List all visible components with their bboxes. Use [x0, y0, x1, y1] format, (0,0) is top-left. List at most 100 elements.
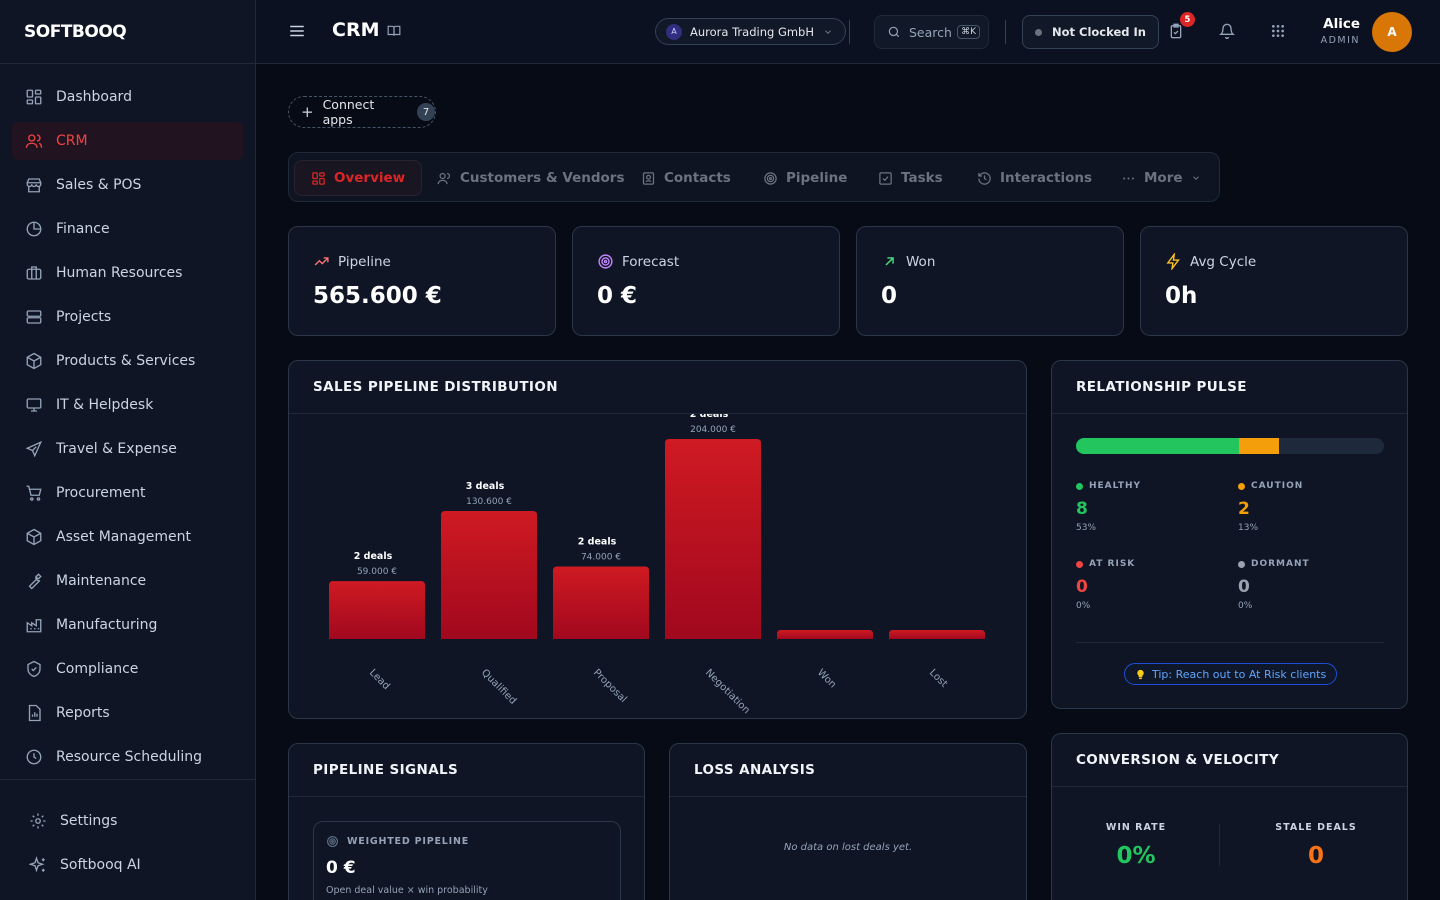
- pulse-stat-dormant: DORMANT 0 0%: [1238, 559, 1368, 611]
- stale-deals-stat: STALE DEALS 0: [1232, 822, 1400, 869]
- clock-status-label: Not Clocked In: [1052, 25, 1146, 39]
- apps-grid-icon[interactable]: [1270, 23, 1286, 39]
- kpi-label: Forecast: [597, 253, 679, 270]
- tab-tasks[interactable]: Tasks: [878, 160, 943, 196]
- sidebar-item-label: CRM: [56, 133, 88, 149]
- clock-status-button[interactable]: Not Clocked In: [1022, 15, 1159, 49]
- crm-tabs: Overview Customers & Vendors Contacts Pi…: [288, 152, 1220, 202]
- bolt-icon: [1165, 253, 1182, 270]
- tab-more[interactable]: More: [1121, 160, 1201, 196]
- target-icon: [597, 253, 614, 270]
- card-title: PIPELINE SIGNALS: [289, 744, 644, 797]
- sidebar-item-finance[interactable]: Finance: [12, 210, 243, 248]
- kpi-label: Avg Cycle: [1165, 253, 1256, 270]
- tab-interactions[interactable]: Interactions: [977, 160, 1092, 196]
- bar-proposal[interactable]: [553, 566, 649, 639]
- x-axis-tick-label: Negotiation: [703, 667, 752, 716]
- sidebar-item-label: Resource Scheduling: [56, 749, 203, 765]
- search-icon: [887, 25, 901, 39]
- sidebar-item-label: Compliance: [56, 661, 139, 677]
- box-icon: [24, 527, 44, 547]
- sidebar-item-compliance[interactable]: Compliance: [12, 650, 243, 688]
- sidebar-item-reports[interactable]: Reports: [12, 694, 243, 732]
- clipboard-check-icon[interactable]: [1168, 23, 1184, 39]
- bar-won[interactable]: [777, 630, 873, 639]
- wrench-icon: [24, 571, 44, 591]
- kpi-forecast: Forecast 0 €: [572, 226, 840, 336]
- bar-qualified[interactable]: [441, 510, 537, 639]
- card-title: RELATIONSHIP PULSE: [1052, 361, 1407, 414]
- connect-apps-button[interactable]: + Connect apps 7: [288, 96, 436, 128]
- bar-value-label: 74.000 €: [581, 552, 621, 562]
- report-icon: [24, 703, 44, 723]
- book-icon[interactable]: [387, 24, 401, 38]
- tasks-badge: 5: [1180, 12, 1195, 27]
- x-axis-tick-label: Won: [815, 667, 838, 690]
- sidebar-item-label: Softbooq AI: [60, 857, 141, 873]
- tab-pipeline[interactable]: Pipeline: [763, 160, 847, 196]
- sidebar-item-manufacturing[interactable]: Manufacturing: [12, 606, 243, 644]
- conversion-velocity-card: CONVERSION & VELOCITY WIN RATE 0% STALE …: [1051, 733, 1408, 900]
- logo-area: SOFTBOOQ: [0, 0, 255, 64]
- kpi-won: Won 0: [856, 226, 1124, 336]
- stat-label: CAUTION: [1251, 481, 1304, 491]
- tip-badge[interactable]: Tip: Reach out to At Risk clients: [1124, 663, 1338, 685]
- tab-contacts[interactable]: Contacts: [641, 160, 731, 196]
- menu-icon[interactable]: [288, 22, 306, 40]
- pulse-stat-at-risk: AT RISK 0 0%: [1076, 559, 1206, 611]
- sidebar-item-it-helpdesk[interactable]: IT & Helpdesk: [12, 386, 243, 424]
- gear-icon: [28, 811, 48, 831]
- avatar[interactable]: A: [1372, 12, 1412, 52]
- sidebar-item-maintenance[interactable]: Maintenance: [12, 562, 243, 600]
- sidebar-item-products-services[interactable]: Products & Services: [12, 342, 243, 380]
- sidebar-item-settings[interactable]: Settings: [12, 802, 243, 840]
- sidebar-item-sales-pos[interactable]: Sales & POS: [12, 166, 243, 204]
- empty-state: No data on lost deals yet.: [783, 842, 913, 853]
- sidebar-item-asset-management[interactable]: Asset Management: [12, 518, 243, 556]
- status-dot: [1238, 560, 1245, 568]
- sidebar-item-softbooq-ai[interactable]: Softbooq AI: [12, 846, 243, 884]
- sidebar-item-human-resources[interactable]: Human Resources: [12, 254, 243, 292]
- tile-value: 0 €: [326, 858, 356, 878]
- pipeline-signals-card: PIPELINE SIGNALS WEIGHTED PIPELINE 0 € O…: [288, 743, 645, 900]
- kpi-label: Pipeline: [313, 253, 391, 270]
- kpi-value: 565.600 €: [313, 283, 442, 309]
- stat-count: 0: [1238, 577, 1250, 597]
- stat-pct: 13%: [1238, 523, 1259, 533]
- sidebar-item-crm[interactable]: CRM: [12, 122, 243, 160]
- company-switcher[interactable]: A Aurora Trading GmbH: [655, 18, 847, 45]
- weighted-pipeline-tile: WEIGHTED PIPELINE 0 € Open deal value × …: [313, 821, 621, 900]
- server-icon: [24, 307, 44, 327]
- sidebar-item-projects[interactable]: Projects: [12, 298, 243, 336]
- sidebar-item-procurement[interactable]: Procurement: [12, 474, 243, 512]
- cart-icon: [24, 483, 44, 503]
- pulse-stat-caution: CAUTION 2 13%: [1238, 481, 1368, 533]
- tab-overview[interactable]: Overview: [294, 160, 423, 196]
- sidebar-item-label: IT & Helpdesk: [56, 397, 154, 413]
- x-axis-tick-label: Lead: [367, 667, 392, 692]
- pie-chart-icon: [24, 219, 44, 239]
- ellipsis-icon: [1121, 171, 1136, 186]
- chevron-down-icon: [823, 27, 833, 37]
- sidebar: SOFTBOOQ Dashboard CRM Sales & POS Finan…: [0, 0, 256, 900]
- tab-customers-vendors[interactable]: Customers & Vendors: [437, 160, 624, 196]
- kpi-label-text: Avg Cycle: [1190, 253, 1257, 270]
- bell-icon[interactable]: [1219, 23, 1235, 39]
- bar-value-label: 130.600 €: [466, 497, 512, 507]
- sidebar-item-dashboard[interactable]: Dashboard: [12, 78, 243, 116]
- win-rate-stat: WIN RATE 0%: [1052, 822, 1220, 869]
- contact-card-icon: [641, 171, 656, 186]
- stat-count: 2: [1238, 499, 1250, 519]
- briefcase-icon: [24, 263, 44, 283]
- card-title: SALES PIPELINE DISTRIBUTION: [289, 361, 1026, 414]
- bar-lost[interactable]: [889, 630, 985, 639]
- sidebar-item-travel-expense[interactable]: Travel & Expense: [12, 430, 243, 468]
- search-button[interactable]: Search ⌘K: [874, 15, 989, 49]
- sidebar-item-resource-scheduling[interactable]: Resource Scheduling: [12, 738, 243, 776]
- brand-logo[interactable]: SOFTBOOQ: [24, 21, 127, 42]
- sidebar-item-label: Projects: [56, 309, 112, 325]
- bar-value-label: 204.000 €: [690, 425, 736, 435]
- bar-lead[interactable]: [329, 581, 425, 639]
- bar-negotiation[interactable]: [665, 439, 761, 639]
- user-info[interactable]: Alice ADMIN: [1321, 16, 1360, 46]
